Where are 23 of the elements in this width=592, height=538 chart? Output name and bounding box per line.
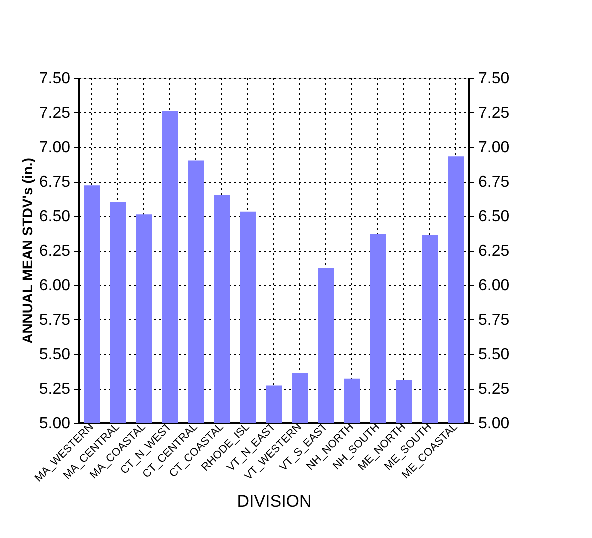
y-tick-label: 6.00: [39, 278, 71, 294]
y-tick-label: 7.00: [39, 140, 71, 156]
y-tick-label: 6.50: [39, 208, 71, 226]
y-tick-label: 7.50: [39, 70, 71, 88]
y2-tick-label: 7.25: [478, 105, 510, 122]
y2-tick-label: 7.50: [478, 70, 510, 88]
y2-tick-label: 6.75: [478, 174, 510, 191]
y-tick-label: 6.25: [39, 243, 71, 260]
y2-tick-label: 7.00: [478, 140, 510, 156]
y2-tick-label: 6.00: [478, 278, 510, 294]
y2-tick-label: 5.25: [478, 381, 510, 398]
y2-tick-label: 6.25: [478, 243, 510, 260]
y2-tick-label: 6.50: [478, 208, 510, 226]
y-tick-label: 5.75: [39, 312, 71, 329]
y-axis-title: ANNUAL MEAN STDV's (in.): [19, 158, 36, 344]
y2-tick-label: 5.75: [478, 312, 510, 329]
x-axis-title: DIVISION: [237, 492, 312, 511]
y-tick-label: 7.25: [39, 105, 71, 122]
y2-tick-label: 5.50: [478, 346, 510, 364]
y-tick-label: 5.25: [39, 381, 71, 398]
y-tick-label: 5.50: [39, 346, 71, 364]
y2-tick-label: 5.00: [478, 416, 510, 432]
y-tick-label: 6.75: [39, 174, 71, 191]
